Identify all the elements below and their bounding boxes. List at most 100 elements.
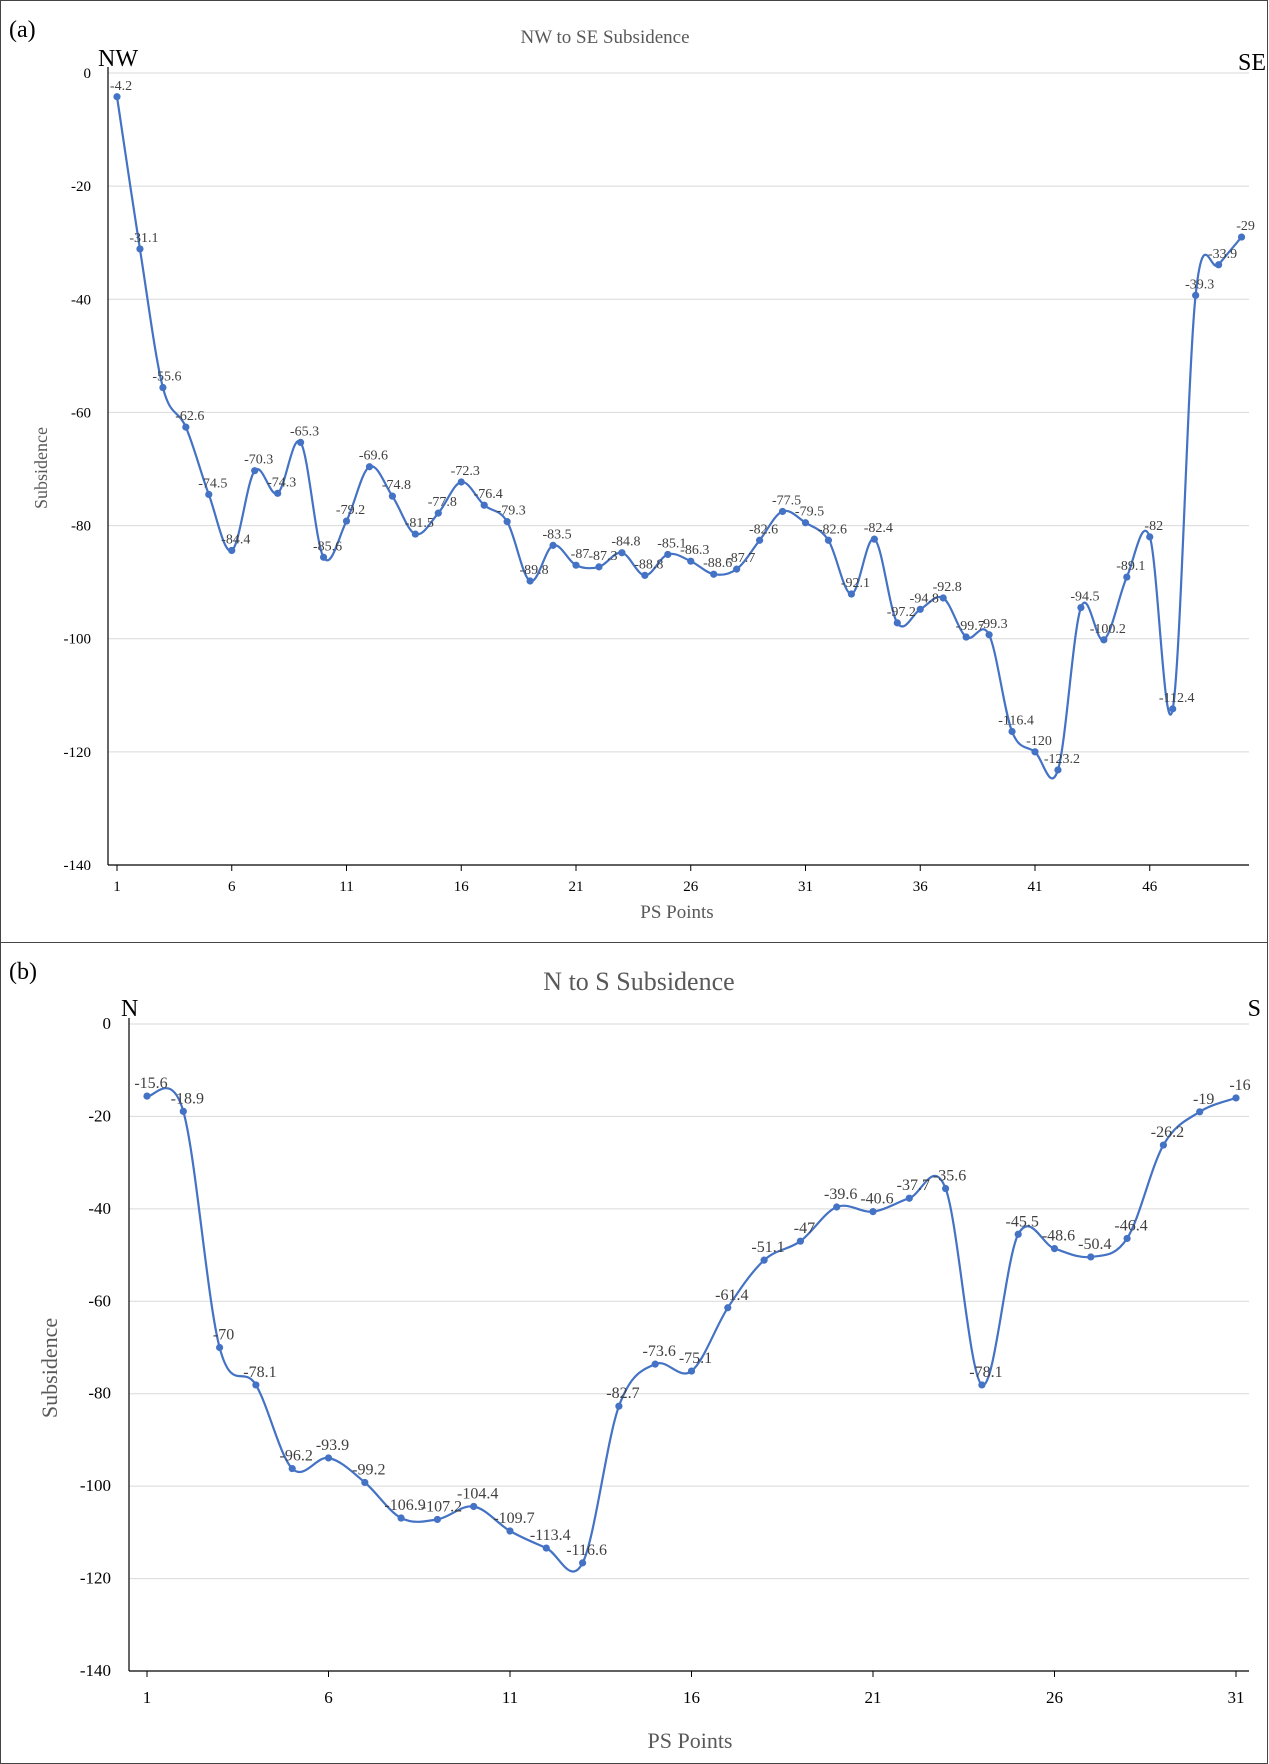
data-point xyxy=(916,605,924,613)
data-label: -82.6 xyxy=(749,522,778,537)
data-label: -87.3 xyxy=(588,549,617,564)
data-point xyxy=(182,423,190,431)
data-point xyxy=(801,519,810,527)
y-tick-label: -60 xyxy=(71,405,91,421)
data-point xyxy=(506,1527,514,1535)
data-label: -37.7 xyxy=(897,1177,930,1194)
data-point xyxy=(1146,533,1154,541)
data-point xyxy=(824,536,833,544)
data-label: -26.2 xyxy=(1151,1124,1184,1141)
data-point xyxy=(618,549,626,557)
data-labels-b: -15.6-18.9-70-78.1-96.2-93.9-99.2-106.9-… xyxy=(134,1075,1250,1559)
data-point xyxy=(724,1304,732,1312)
data-point xyxy=(664,550,672,559)
data-point xyxy=(297,438,305,447)
x-tick-label: 1 xyxy=(143,1688,152,1707)
data-point xyxy=(434,509,442,517)
data-point xyxy=(905,1194,913,1202)
data-point xyxy=(833,1203,841,1211)
data-label: -70 xyxy=(213,1327,234,1344)
data-point xyxy=(1087,1253,1095,1261)
y-tick-label: -80 xyxy=(88,1384,111,1403)
data-point xyxy=(526,577,534,585)
series-line xyxy=(115,96,1243,780)
data-label: -31.1 xyxy=(129,231,158,246)
data-label: -39.6 xyxy=(824,1186,857,1203)
data-point xyxy=(457,478,465,486)
data-label: -112.4 xyxy=(1159,691,1195,706)
data-label: -99.7 xyxy=(956,619,985,634)
grid-b xyxy=(129,1023,1249,1580)
x-tick-label: 21 xyxy=(865,1688,882,1707)
data-point xyxy=(1192,291,1200,299)
data-point xyxy=(228,546,236,555)
panel-label-a: (a) xyxy=(9,17,36,43)
grid-a xyxy=(108,72,1249,753)
data-label: -35.6 xyxy=(933,1168,966,1185)
chart-title-a: NW to SE Subsidence xyxy=(520,27,689,48)
data-label: -45.5 xyxy=(1006,1213,1039,1230)
data-label: -74.8 xyxy=(382,478,411,493)
data-labels-a: -4.2 -31.1 -55.6 -62.6 -74.5 -84.4 -70.3 -74.3 -… xyxy=(110,79,1255,767)
data-point xyxy=(942,1184,950,1193)
data-label: -81.5 xyxy=(405,516,434,531)
y-axis-title-a: Subsidence xyxy=(31,427,51,509)
data-point xyxy=(978,1381,986,1389)
data-point xyxy=(113,93,121,101)
data-label: -65.3 xyxy=(290,424,319,439)
x-tick-label: 21 xyxy=(569,879,584,895)
data-label: -106.9 xyxy=(384,1497,425,1514)
data-label: -92.8 xyxy=(933,580,962,595)
data-label: -50.4 xyxy=(1078,1236,1111,1253)
data-point xyxy=(1008,727,1016,736)
data-point xyxy=(1169,705,1177,713)
y-tick-label: -20 xyxy=(88,1106,111,1125)
data-point xyxy=(542,1544,550,1552)
data-label: -88.6 xyxy=(703,556,732,571)
data-label: -109.7 xyxy=(493,1510,534,1527)
data-point xyxy=(1196,1108,1204,1116)
panel-label-b: (b) xyxy=(9,959,37,985)
data-point xyxy=(433,1515,441,1524)
y-tick-label: -20 xyxy=(71,179,91,195)
data-label: -104.4 xyxy=(457,1485,498,1502)
data-label: -4.2 xyxy=(110,79,132,94)
data-label: -87 xyxy=(571,547,590,562)
x-tick-label: 31 xyxy=(1228,1688,1245,1707)
series-a xyxy=(113,93,1246,780)
y-tick-label: -120 xyxy=(64,745,92,761)
data-label: -85.6 xyxy=(313,539,342,554)
data-point xyxy=(756,536,764,544)
data-label: -89.8 xyxy=(520,563,549,578)
data-label: -116.6 xyxy=(566,1542,607,1559)
data-label: -15.6 xyxy=(134,1075,167,1092)
data-label: -69.6 xyxy=(359,449,388,464)
data-label: -88.8 xyxy=(634,557,663,572)
data-point xyxy=(1077,604,1085,612)
data-label: -93.9 xyxy=(316,1437,349,1454)
data-point xyxy=(1100,636,1108,644)
data-point xyxy=(1215,261,1223,269)
chart-panel-b: (b) N to S Subsidence N S Subsidence PS … xyxy=(0,942,1268,1764)
x-axis-title-a: PS Points xyxy=(640,902,713,923)
data-point xyxy=(470,1502,478,1511)
data-point xyxy=(1123,573,1131,581)
y-tick-label: 0 xyxy=(103,1014,112,1033)
data-label: -96.2 xyxy=(280,1448,313,1465)
y-tick-label: -40 xyxy=(71,292,91,308)
data-label: -74.3 xyxy=(267,475,296,490)
x-tick-label: 41 xyxy=(1028,879,1043,895)
x-tick-label: 26 xyxy=(1046,1688,1063,1707)
end-label-right-b: S xyxy=(1248,996,1261,1022)
data-point xyxy=(595,563,603,571)
data-point xyxy=(985,631,993,639)
x-tick-label: 16 xyxy=(683,1688,700,1707)
y-tick-label: -140 xyxy=(80,1661,111,1680)
y-axis-title-b: Subsidence xyxy=(37,1318,62,1418)
data-label: -84.4 xyxy=(221,532,250,547)
x-tick-label: 26 xyxy=(683,879,699,895)
data-label: -40.6 xyxy=(860,1191,893,1208)
data-point xyxy=(136,245,144,253)
x-tick-label: 31 xyxy=(798,879,813,895)
data-point xyxy=(1014,1230,1022,1238)
